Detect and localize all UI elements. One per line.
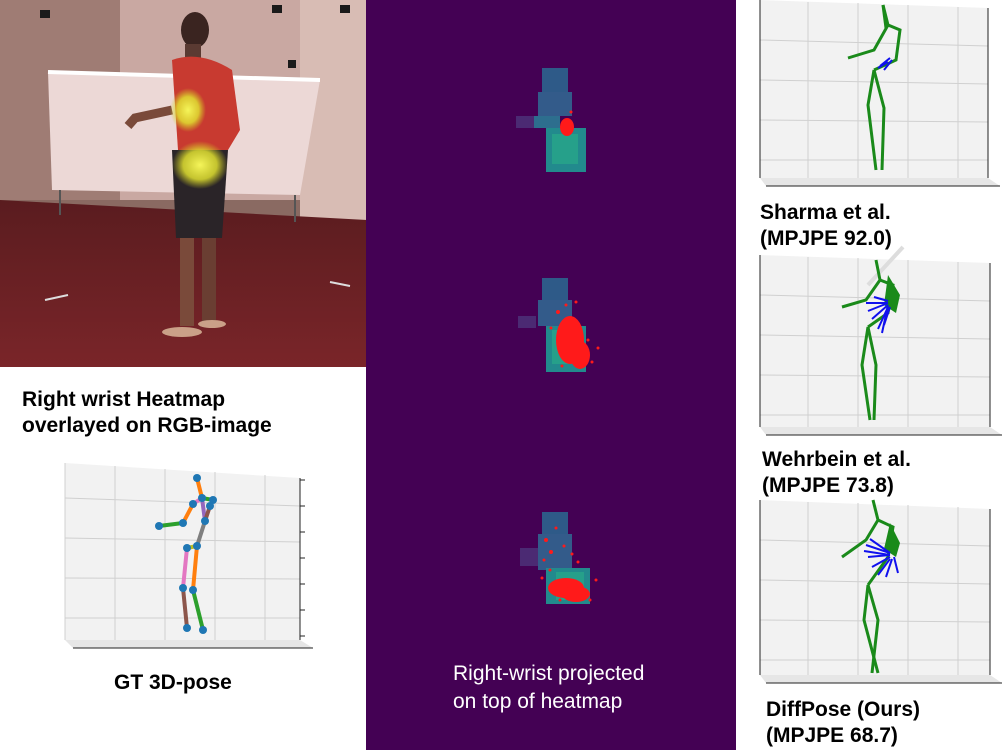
wehrbein-skeleton bbox=[841, 259, 895, 421]
heatmap-stack bbox=[516, 68, 600, 604]
sharma-skeleton bbox=[847, 4, 902, 171]
rgb-caption-line2: overlayed on RGB-image bbox=[22, 414, 272, 437]
sharma-samples bbox=[877, 57, 893, 71]
sharma-caption: Sharma et al. (MPJPE 92.0) bbox=[760, 200, 892, 252]
projection-points-2 bbox=[549, 300, 600, 369]
diffpose-pose-panel bbox=[738, 495, 1007, 690]
wehrbein-samples bbox=[866, 296, 891, 334]
diffpose-skeleton bbox=[841, 499, 895, 674]
diffpose-score: (MPJPE 68.7) bbox=[766, 724, 898, 747]
wehrbein-name: Wehrbein et al. bbox=[762, 448, 911, 471]
heatmap-caption-line2: on top of heatmap bbox=[453, 690, 623, 713]
gt-pose-panel bbox=[55, 458, 315, 658]
sharma-pose-plot bbox=[759, 0, 1000, 187]
wehrbein-score: (MPJPE 73.8) bbox=[762, 474, 894, 497]
wehrbein-caption: Wehrbein et al. (MPJPE 73.8) bbox=[762, 447, 911, 499]
rgb-image bbox=[0, 0, 367, 367]
rgb-image-panel bbox=[0, 0, 367, 367]
wehrbein-pose-plot bbox=[759, 245, 1002, 436]
rgb-caption-line1: Right wrist Heatmap bbox=[22, 388, 226, 411]
diffpose-pose-plot bbox=[759, 499, 1002, 684]
wehrbein-pose-panel bbox=[738, 245, 1007, 440]
heatmap-caption-line1: Right-wrist projected bbox=[453, 662, 645, 685]
heatmap-caption: Right-wrist projected on top of heatmap bbox=[453, 660, 713, 716]
heatmap-1 bbox=[516, 68, 586, 172]
heatmap-blob-upper bbox=[170, 88, 206, 132]
diffpose-samples bbox=[863, 538, 899, 578]
sharma-name: Sharma et al. bbox=[760, 201, 891, 224]
projection-points-3 bbox=[540, 526, 598, 602]
projection-points-1 bbox=[560, 118, 574, 136]
sharma-pose-panel bbox=[748, 0, 1007, 190]
rgb-caption: Right wrist Heatmap overlayed on RGB-ima… bbox=[22, 387, 362, 439]
heatmap-2 bbox=[518, 278, 600, 372]
gt-caption: GT 3D-pose bbox=[114, 671, 232, 694]
heatmap-panel: Right-wrist projected on top of heatmap bbox=[366, 0, 736, 750]
heatmap-3 bbox=[520, 512, 598, 604]
sharma-score: (MPJPE 92.0) bbox=[760, 227, 892, 250]
heatmap-blob-lower bbox=[172, 141, 228, 189]
diffpose-caption: DiffPose (Ours) (MPJPE 68.7) bbox=[766, 697, 920, 749]
diffpose-name: DiffPose (Ours) bbox=[766, 698, 921, 721]
gt-pose-plot bbox=[64, 463, 313, 649]
